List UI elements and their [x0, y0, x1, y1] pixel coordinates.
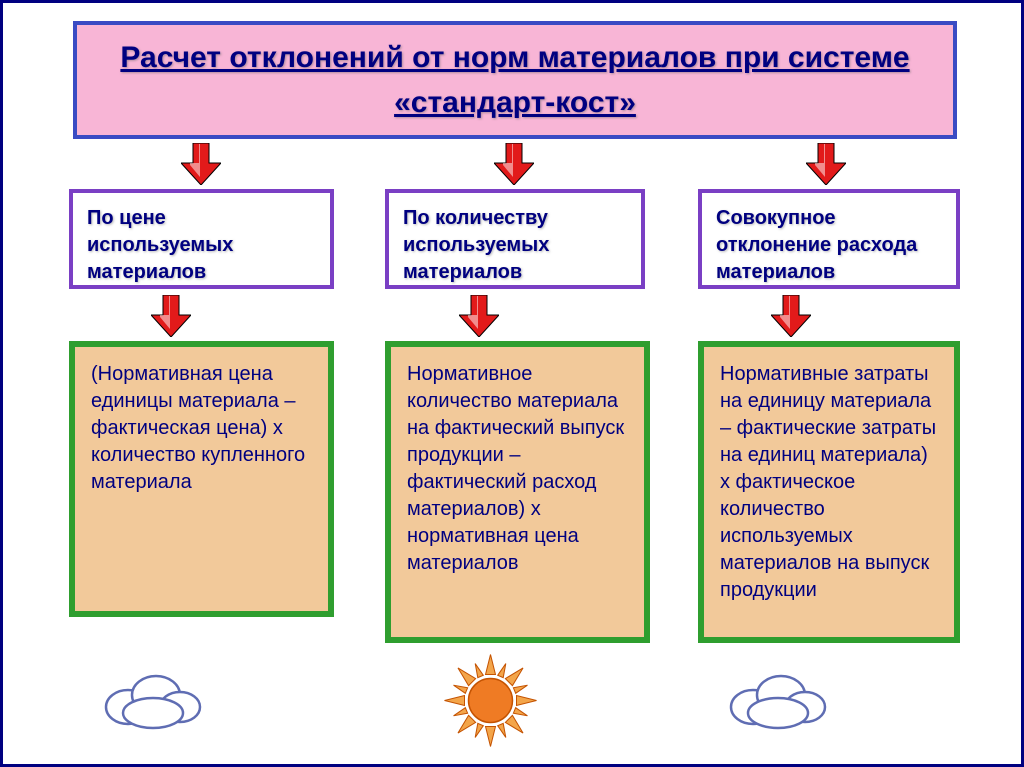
- content-box-1: Нормативное количество материала на факт…: [385, 341, 650, 643]
- category-box-2: Совокупное отклонение расхода материалов: [698, 189, 960, 289]
- content-text-2: Нормативные затраты на единицу материала…: [720, 361, 938, 604]
- category-box-1: По количеству используемых материалов: [385, 189, 645, 289]
- content-text-0: (Нормативная цена единицы материала – фа…: [91, 361, 312, 496]
- cloud-icon-left: [98, 665, 208, 735]
- category-label-2: Совокупное отклонение расхода материалов: [716, 205, 942, 286]
- arrow-cat-to-content-0: [151, 295, 191, 337]
- category-box-0: По цене используемых материалов: [69, 189, 334, 289]
- content-box-2: Нормативные затраты на единицу материала…: [698, 341, 960, 643]
- arrow-title-to-cat-1: [494, 143, 534, 185]
- sun-icon: [443, 653, 538, 748]
- title-box: Расчет отклонений от норм материалов при…: [73, 21, 957, 139]
- content-box-0: (Нормативная цена единицы материала – фа…: [69, 341, 334, 617]
- content-text-1: Нормативное количество материала на факт…: [407, 361, 628, 577]
- category-label-1: По количеству используемых материалов: [403, 205, 627, 286]
- arrow-cat-to-content-1: [459, 295, 499, 337]
- arrow-cat-to-content-2: [771, 295, 811, 337]
- arrow-title-to-cat-0: [181, 143, 221, 185]
- cloud-icon-right: [723, 665, 833, 735]
- arrow-title-to-cat-2: [806, 143, 846, 185]
- title-text: Расчет отклонений от норм материалов при…: [97, 35, 933, 125]
- category-label-0: По цене используемых материалов: [87, 205, 316, 286]
